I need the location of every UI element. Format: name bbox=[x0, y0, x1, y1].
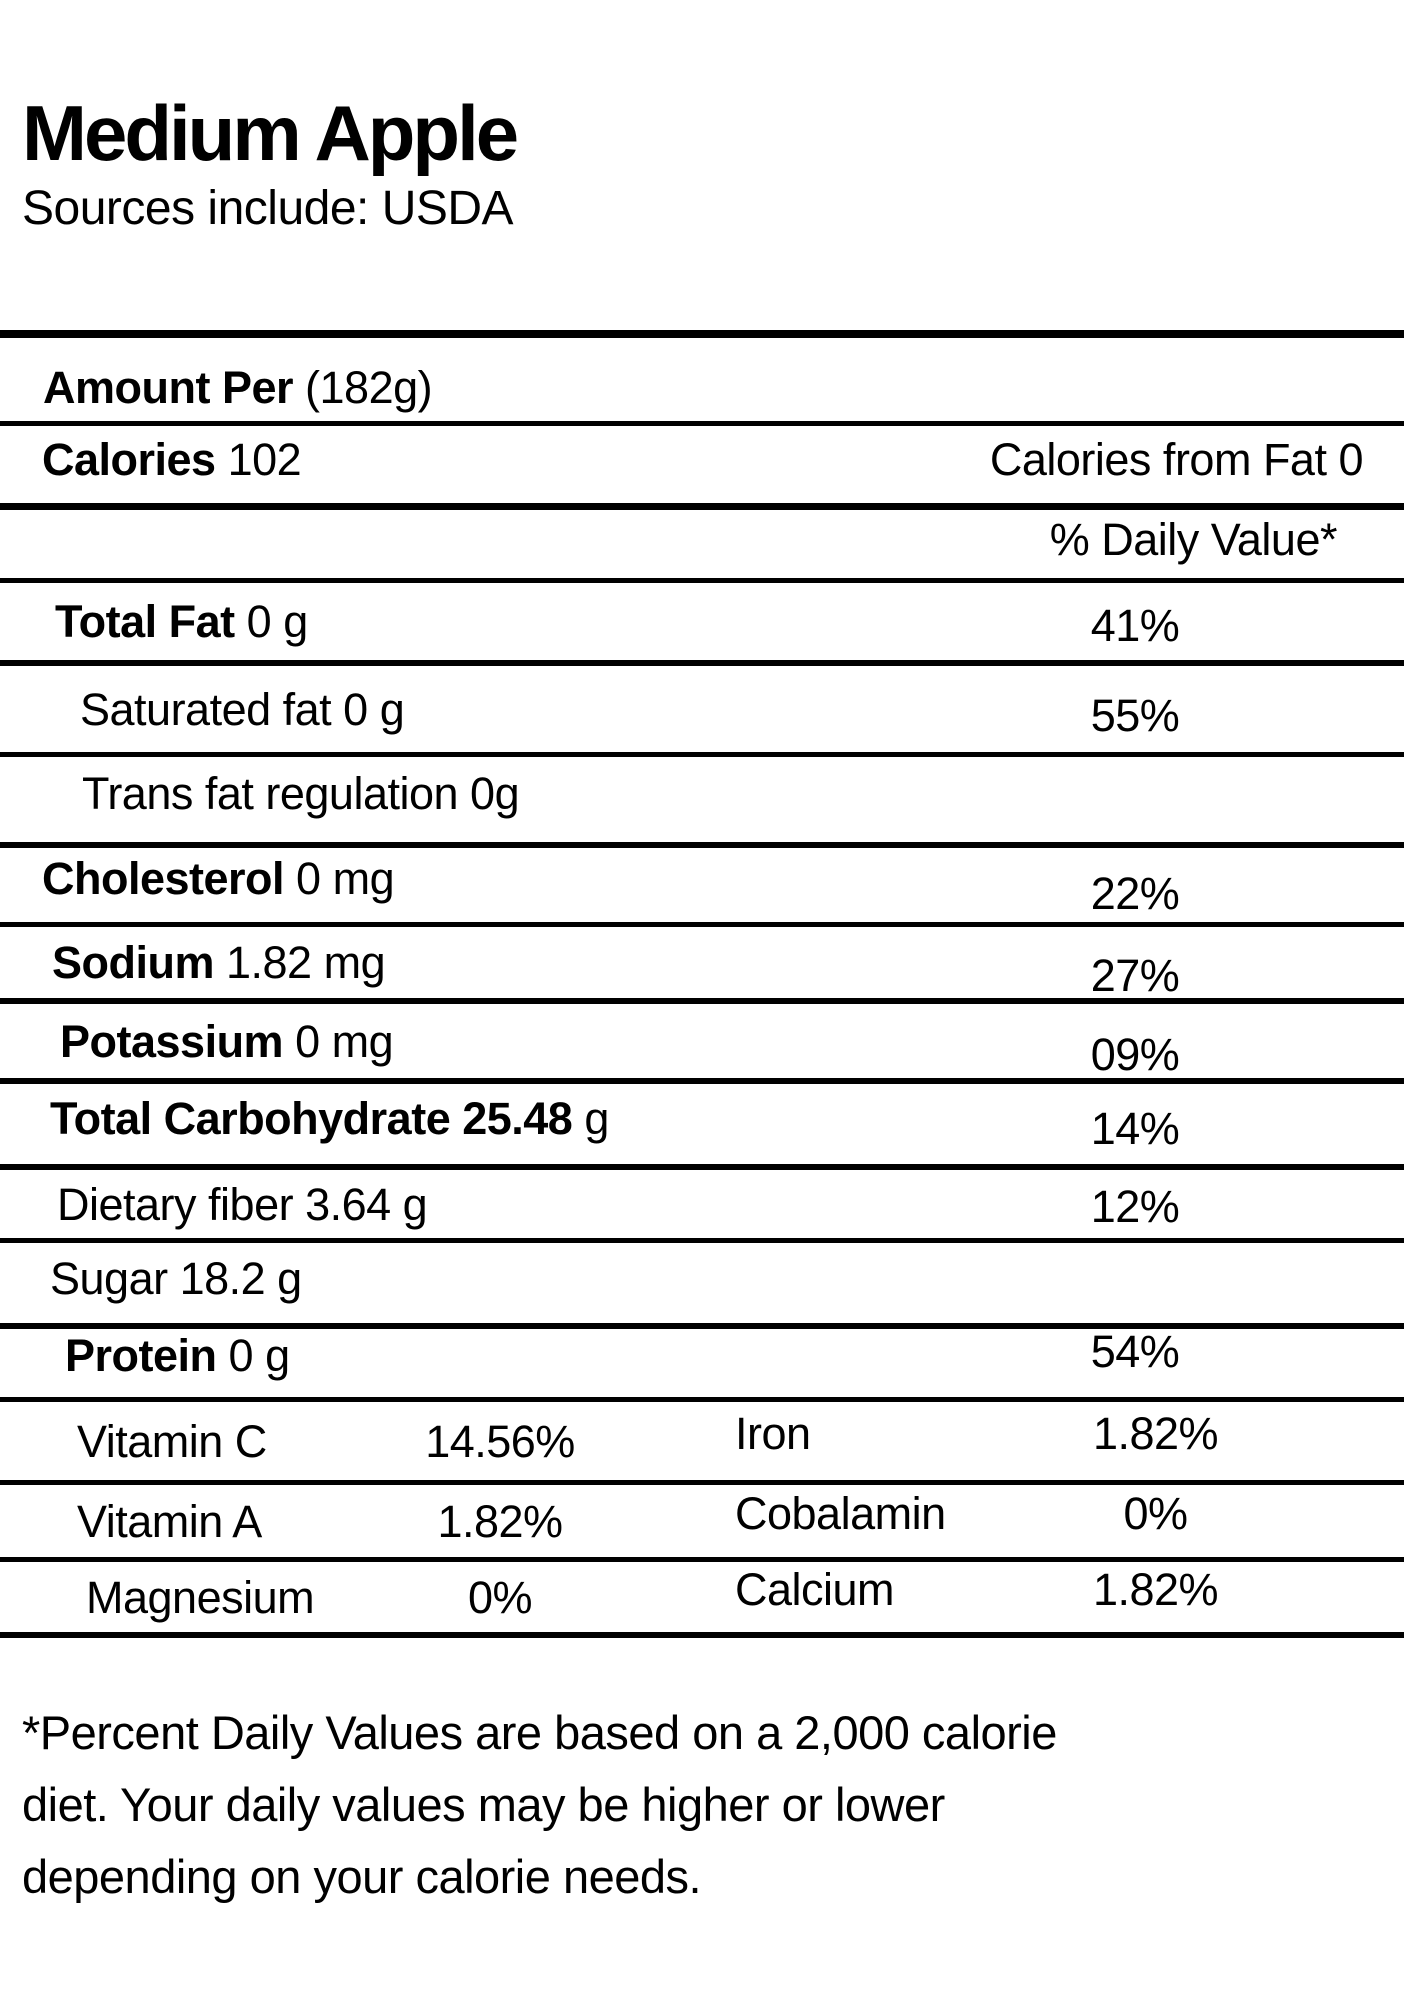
row-dietary-fiber: Dietary fiber 3.64 g 12% bbox=[0, 1170, 1404, 1243]
micronutrient-value: 1.82% bbox=[1092, 1407, 1219, 1459]
row-total-fat: Total Fat 0 g 41% bbox=[0, 583, 1404, 666]
label-header: Medium Apple Sources include: USDA bbox=[22, 89, 519, 237]
micronutrient-value: 1.82% bbox=[1092, 1563, 1219, 1615]
nutrient-name: Trans fat regulation 0g bbox=[82, 768, 520, 819]
micronutrient-label: Iron bbox=[735, 1407, 811, 1459]
percent-value: 41% bbox=[1090, 600, 1180, 651]
row-potassium: Potassium 0 mg 09% bbox=[0, 1004, 1404, 1084]
percent-value: 22% bbox=[1090, 867, 1180, 919]
percent-value: 54% bbox=[1090, 1325, 1180, 1377]
serving-size-value: (182g) bbox=[305, 362, 433, 413]
nutrient-name: Total Fat 0 g bbox=[55, 596, 308, 647]
row-saturated-fat: Saturated fat 0 g 55% bbox=[0, 666, 1404, 757]
page-title: Medium Apple bbox=[22, 89, 519, 177]
nutrient-name: Saturated fat 0 g bbox=[80, 683, 405, 735]
percent-value: 14% bbox=[1090, 1102, 1180, 1154]
micronutrient-label: Vitamin C bbox=[77, 1415, 267, 1467]
row-vitamin-c-iron: Vitamin C 14.56% Iron 1.82% bbox=[0, 1402, 1404, 1485]
nutrient-name: Sodium 1.82 mg bbox=[52, 937, 386, 988]
nutrition-facts-table: Amount Per (182g) Calories 102 Calories … bbox=[0, 330, 1404, 1638]
nutrient-name: Total Carbohydrate 25.48 g bbox=[50, 1092, 609, 1144]
nutrient-name: Potassium 0 mg bbox=[60, 1015, 394, 1067]
nutrient-name: Cholesterol 0 mg bbox=[42, 852, 395, 904]
row-sugar: Sugar 18.2 g bbox=[0, 1243, 1404, 1329]
nutrient-name: Sugar 18.2 g bbox=[50, 1252, 302, 1304]
calories-from-fat: Calories from Fat 0 bbox=[989, 434, 1364, 485]
row-amount-per: Amount Per (182g) bbox=[0, 338, 1404, 426]
row-trans-fat: Trans fat regulation 0g bbox=[0, 757, 1404, 848]
footnote-line: *Percent Daily Values are based on a 2,0… bbox=[22, 1706, 1057, 1759]
amount-per-label: Amount Per bbox=[43, 362, 294, 413]
percent-value: 09% bbox=[1090, 1028, 1180, 1080]
percent-value: 12% bbox=[1090, 1180, 1180, 1232]
calories-value: 102 bbox=[227, 434, 302, 485]
row-cholesterol: Cholesterol 0 mg 22% bbox=[0, 848, 1404, 927]
calories-label: Calories bbox=[42, 434, 216, 485]
micronutrient-value: 0% bbox=[1123, 1487, 1188, 1539]
micronutrient-value: 0% bbox=[467, 1571, 533, 1623]
daily-value-footnote: *Percent Daily Values are based on a 2,0… bbox=[22, 1697, 1057, 1913]
daily-value-header: % Daily Value* bbox=[1049, 513, 1338, 565]
micronutrient-value: 14.56% bbox=[425, 1415, 575, 1467]
row-calories: Calories 102 Calories from Fat 0 bbox=[0, 426, 1404, 510]
serving-size bbox=[293, 362, 305, 413]
percent-value: 27% bbox=[1090, 950, 1180, 1001]
nutrient-name: Dietary fiber 3.64 g bbox=[57, 1178, 428, 1230]
row-sodium: Sodium 1.82 mg 27% bbox=[0, 927, 1404, 1004]
nutrient-name: Protein 0 g bbox=[65, 1329, 290, 1381]
percent-value: 55% bbox=[1090, 689, 1180, 741]
source-note: Sources include: USDA bbox=[22, 182, 514, 235]
micronutrient-label: Vitamin A bbox=[77, 1495, 262, 1547]
row-total-carbohydrate: Total Carbohydrate 25.48 g 14% bbox=[0, 1084, 1404, 1170]
micronutrient-value: 1.82% bbox=[437, 1495, 563, 1547]
micronutrient-label: Calcium bbox=[735, 1563, 895, 1615]
footnote-line: diet. Your daily values may be higher or… bbox=[22, 1778, 945, 1831]
row-daily-value-header: % Daily Value* bbox=[0, 510, 1404, 583]
micronutrient-label: Magnesium bbox=[86, 1571, 315, 1623]
row-vitamin-a-cobalamin: Vitamin A 1.82% Cobalamin 0% bbox=[0, 1485, 1404, 1562]
footnote-line: depending on your calorie needs. bbox=[22, 1850, 702, 1903]
micronutrient-label: Cobalamin bbox=[735, 1487, 946, 1539]
row-protein: Protein 0 g 54% bbox=[0, 1329, 1404, 1402]
row-magnesium-calcium: Magnesium 0% Calcium 1.82% bbox=[0, 1562, 1404, 1638]
